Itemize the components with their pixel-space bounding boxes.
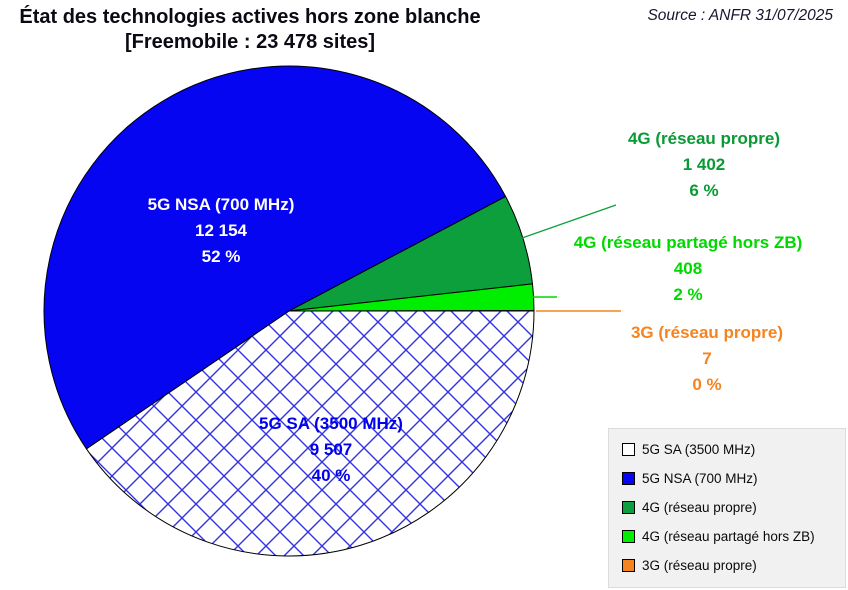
slice-value: 9 507 [309,440,353,459]
slice-pct: 6 % [689,181,719,200]
legend-item-4: 3G (réseau propre) [622,551,845,580]
slice-name: 5G NSA (700 MHz) [147,195,295,214]
legend-item-2: 4G (réseau propre) [622,493,845,522]
pie-slice-0 [85,310,535,557]
legend-label: 4G (réseau propre) [642,500,757,515]
legend-label: 3G (réseau propre) [642,558,757,573]
legend-item-3: 4G (réseau partagé hors ZB) [622,522,845,551]
slice-label-5g-sa: 5G SA (3500 MHz) 9 507 40 % [171,411,491,489]
legend-swatch-icon [622,501,635,514]
pie-slice-1 [43,65,507,450]
legend-swatch-icon [622,443,635,456]
legend-swatch-icon [622,559,635,572]
slice-label-4g-propre: 4G (réseau propre) 1 402 6 % [559,126,848,204]
leader-line-4g-propre [521,204,617,239]
legend-item-1: 5G NSA (700 MHz) [622,464,845,493]
legend-label: 5G NSA (700 MHz) [642,471,758,486]
slice-label-3g: 3G (réseau propre) 7 0 % [562,320,848,398]
slice-name: 4G (réseau propre) [627,129,781,148]
legend-items: 5G SA (3500 MHz) 5G NSA (700 MHz) 4G (rése… [622,435,845,580]
legend-label: 5G SA (3500 MHz) [642,442,756,457]
slice-value: 1 402 [682,155,726,174]
slice-name: 3G (réseau propre) [630,323,784,342]
slice-pct: 0 % [692,375,722,394]
slice-value: 408 [673,259,703,278]
legend-swatch-icon [622,472,635,485]
slice-label-4g-partage: 4G (réseau partagé hors ZB) 408 2 % [528,230,848,308]
slice-pct: 52 % [201,247,241,266]
legend-label: 4G (réseau partagé hors ZB) [642,529,815,544]
slice-value: 12 154 [195,221,247,240]
legend-item-0: 5G SA (3500 MHz) [622,435,845,464]
chart-title: État des technologies actives hors zone … [0,5,500,55]
slice-name: 4G (réseau partagé hors ZB) [573,233,803,252]
legend-swatch-icon [622,530,635,543]
legend: 5G SA (3500 MHz) 5G NSA (700 MHz) 4G (rése… [608,428,846,588]
slice-pct: 2 % [673,285,703,304]
slice-value: 7 [702,349,712,368]
slice-label-5g-nsa: 5G NSA (700 MHz) 12 154 52 % [61,192,381,270]
source-note: Source : ANFR 31/07/2025 [647,7,833,24]
slice-pct: 40 % [311,466,351,485]
chart-title-line2: [Freemobile : 23 478 sites] [124,31,376,53]
chart-title-line1: État des technologies actives hors zone … [19,6,481,28]
slice-name: 5G SA (3500 MHz) [259,414,403,433]
